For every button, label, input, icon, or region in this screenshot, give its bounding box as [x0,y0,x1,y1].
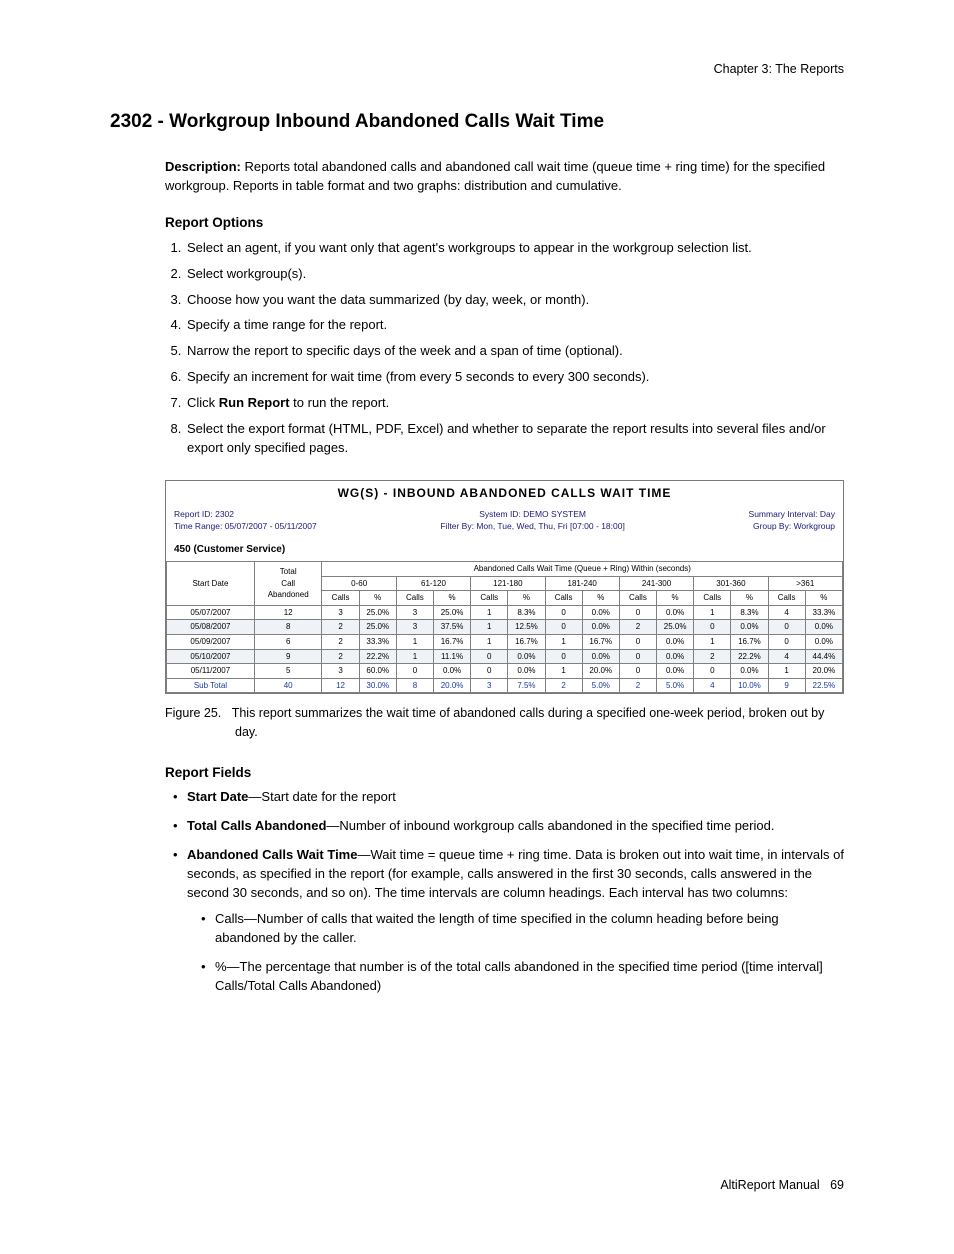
table-row: 05/10/20079222.2%111.1%00.0%00.0%00.0%22… [167,649,843,664]
footer-page-number: 69 [830,1178,844,1192]
report-fields-list: Start Date—Start date for the report Tota… [165,788,844,996]
report-option-item: Select workgroup(s). [185,265,844,284]
report-options-list: Select an agent, if you want only that a… [165,239,844,458]
th-range: >361 [768,576,842,591]
th-range: 121-180 [471,576,545,591]
table-row: 05/08/20078225.0%337.5%112.5%00.0%225.0%… [167,620,843,635]
th-total: TotalCallAbandoned [254,562,322,606]
th-sub: Calls [322,591,359,606]
field-sub-item: Calls—Number of calls that waited the le… [215,910,844,948]
th-span: Abandoned Calls Wait Time (Queue + Ring)… [322,562,843,577]
description-text: Reports total abandoned calls and abando… [165,159,825,193]
field-item: Abandoned Calls Wait Time—Wait time = qu… [187,846,844,996]
table-row: 05/09/20076233.3%116.7%116.7%116.7%00.0%… [167,635,843,650]
figure-text: This report summarizes the wait time of … [232,706,825,738]
report-option-item: Narrow the report to specific days of th… [185,342,844,361]
report-table: Start DateTotalCallAbandonedAbandoned Ca… [166,561,843,693]
meta-time-range: Time Range: 05/07/2007 - 05/11/2007 [174,520,317,532]
report-options-heading: Report Options [165,213,844,233]
th-sub: % [657,591,694,606]
report-title: WG(S) - INBOUND ABANDONED CALLS WAIT TIM… [166,481,843,506]
subtotal-row: Sub Total401230.0%820.0%37.5%25.0%25.0%4… [167,678,843,693]
chapter-header: Chapter 3: The Reports [110,60,844,78]
report-meta: Report ID: 2302 Time Range: 05/07/2007 -… [166,506,843,541]
meta-filter: Filter By: Mon, Tue, Wed, Thu, Fri [07:0… [440,520,624,532]
report-option-item: Click Run Report to run the report. [185,394,844,413]
page-title: 2302 - Workgroup Inbound Abandoned Calls… [110,108,844,136]
meta-group-by: Group By: Workgroup [749,520,835,532]
meta-report-id: Report ID: 2302 [174,508,317,520]
field-item: Start Date—Start date for the report [187,788,844,807]
th-sub: % [359,591,396,606]
th-start-date: Start Date [167,562,255,606]
th-sub: % [805,591,842,606]
th-range: 301-360 [694,576,768,591]
th-sub: % [508,591,545,606]
th-range: 181-240 [545,576,619,591]
description-label: Description: [165,159,241,174]
table-row: 05/11/20075360.0%00.0%00.0%120.0%00.0%00… [167,664,843,679]
report-option-item: Select an agent, if you want only that a… [185,239,844,258]
report-option-item: Select the export format (HTML, PDF, Exc… [185,420,844,458]
report-fields-heading: Report Fields [165,763,844,783]
th-sub: Calls [694,591,731,606]
meta-summary-interval: Summary Interval: Day [749,508,835,520]
th-sub: Calls [619,591,656,606]
report-option-item: Choose how you want the data summarized … [185,291,844,310]
workgroup-label: 450 (Customer Service) [166,541,843,562]
table-row: 05/07/200712325.0%325.0%18.3%00.0%00.0%1… [167,605,843,620]
th-sub: Calls [545,591,582,606]
th-range: 61-120 [396,576,470,591]
th-range: 241-300 [619,576,693,591]
th-sub: Calls [396,591,433,606]
report-option-item: Specify an increment for wait time (from… [185,368,844,387]
field-item: Total Calls Abandoned—Number of inbound … [187,817,844,836]
page-footer: AltiReport Manual 69 [110,1176,844,1194]
th-sub: Calls [768,591,805,606]
figure-label: Figure 25. [165,706,221,720]
th-sub: % [434,591,471,606]
report-option-item: Specify a time range for the report. [185,316,844,335]
figure-caption: Figure 25. This report summarizes the wa… [235,704,844,740]
footer-doc-name: AltiReport Manual [720,1178,819,1192]
embedded-report: WG(S) - INBOUND ABANDONED CALLS WAIT TIM… [165,480,844,695]
th-sub: Calls [471,591,508,606]
th-sub: % [582,591,619,606]
field-sub-item: %—The percentage that number is of the t… [215,958,844,996]
th-sub: % [731,591,768,606]
description: Description: Reports total abandoned cal… [165,158,844,196]
th-range: 0-60 [322,576,396,591]
meta-system-id: System ID: DEMO SYSTEM [440,508,624,520]
